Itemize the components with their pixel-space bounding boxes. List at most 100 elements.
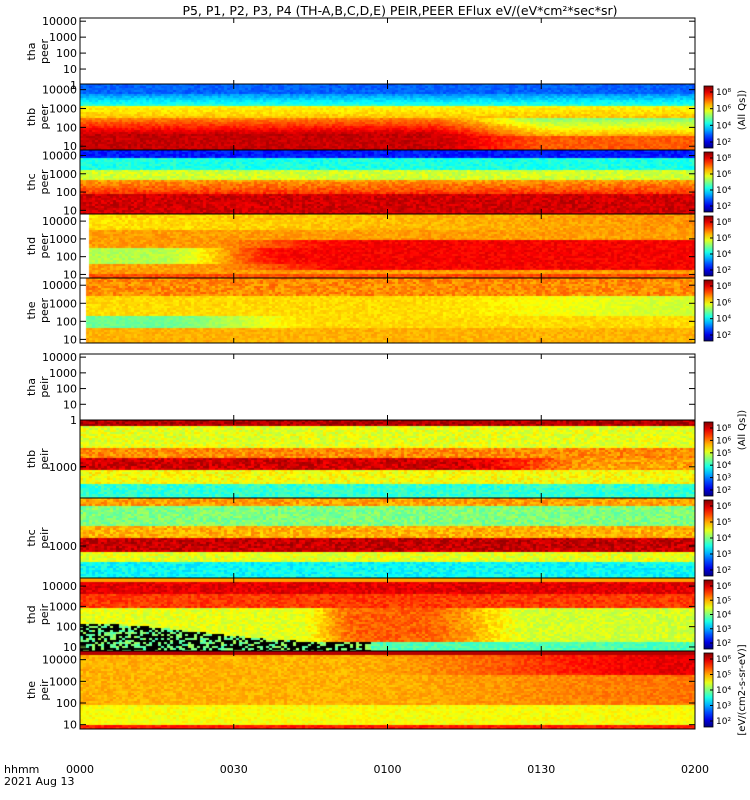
colorbar-tick-label: 10² — [716, 138, 731, 148]
colorbar — [703, 151, 714, 213]
y-tick-label: 100 — [56, 186, 77, 199]
panel-ylabel: peer — [38, 233, 51, 259]
y-tick-label: 10 — [63, 641, 77, 654]
colorbar-tick-label: 10⁴ — [716, 611, 731, 621]
colorbar-tick-label: 10⁶ — [716, 502, 731, 512]
panel-ylabel: thd — [25, 605, 38, 623]
colorbar-tick-label: 10⁴ — [716, 461, 731, 471]
colorbar — [703, 279, 714, 342]
panel-frame — [79, 17, 696, 86]
panel-thb-peer: 10 100 1000 10000 thb peer 10⁸ 10⁶ 10⁴ 10² — [25, 83, 731, 153]
colorbar-tick-label: 10⁶ — [716, 105, 731, 115]
colorbar-tick-label: 10³ — [716, 474, 731, 484]
y-tick-label: 1 — [70, 79, 77, 92]
panel-ylabel: tha — [25, 378, 38, 396]
colorbar-tick-label: 10³ — [716, 625, 731, 635]
panel-thc-peer: 10 100 1000 10000 thc peer 10⁸ 10⁶ 10⁴ 10² — [25, 149, 731, 217]
panel-ylabel: peir — [38, 679, 51, 701]
colorbar-unit-label: [eV/(cm2-s-sr-eV)] — [737, 644, 748, 735]
panel-ylabel: thc — [25, 173, 38, 190]
colorbar-tick-label: 10⁴ — [716, 186, 731, 196]
panel-ylabel: peer — [38, 169, 51, 195]
y-tick-label: 100 — [56, 121, 77, 134]
colorbar — [703, 215, 714, 277]
colorbar-tick-label: 10⁶ — [716, 298, 731, 308]
colorbar-tick-label: 10⁵ — [716, 671, 731, 681]
spectrogram-image — [80, 150, 695, 214]
panel-the-peer: 10 100 1000 10000 the peer 10⁸ 10⁶ 10⁴ 10² — [25, 277, 731, 346]
colorbar-tick-label: 10⁸ — [716, 154, 731, 164]
y-tick-label: 10000 — [42, 15, 77, 28]
y-tick-label: 1000 — [49, 675, 77, 688]
colorbar-unit-label: (All Qs]) — [737, 410, 748, 450]
y-tick-label: 10 — [63, 63, 77, 76]
y-tick-label: 1000 — [49, 367, 77, 380]
panel-ylabel: peir — [38, 527, 51, 549]
colorbar-tick-label: 10⁸ — [716, 88, 731, 98]
y-tick-label: 1000 — [49, 461, 77, 474]
y-tick-label: 1000 — [49, 31, 77, 44]
y-tick-label: 10000 — [42, 351, 77, 364]
colorbar-tick-label: 10² — [716, 486, 731, 496]
panel-frame — [79, 353, 696, 421]
colorbar-tick-label: 10⁴ — [716, 121, 731, 131]
colorbar-tick-label: 10² — [716, 331, 731, 341]
spectrogram-image — [80, 498, 695, 578]
y-tick-label: 10000 — [42, 84, 77, 97]
time-tick-label: 0130 — [527, 763, 555, 776]
colorbar-tick-label: 10² — [716, 202, 731, 212]
panel-ylabel: peir — [38, 448, 51, 470]
spectrogram-image — [80, 578, 695, 651]
y-tick-label: 10 — [63, 333, 77, 346]
y-tick-label: 100 — [56, 383, 77, 396]
colorbar-tick-label: 10⁴ — [716, 250, 731, 260]
y-tick-label: 10000 — [42, 149, 77, 162]
y-tick-label: 10 — [63, 140, 77, 153]
time-axis-label-hhmm: hhmm — [4, 763, 39, 776]
time-tick-label: 0000 — [66, 763, 94, 776]
colorbar-tick-label: 10⁵ — [716, 596, 731, 606]
colorbar-tick-label: 10⁶ — [716, 436, 731, 446]
panel-ylabel: peir — [38, 376, 51, 398]
y-tick-label: 100 — [56, 251, 77, 264]
colorbar-tick-label: 10⁴ — [716, 534, 731, 544]
time-tick-label: 0200 — [681, 763, 709, 776]
y-tick-label: 100 — [56, 697, 77, 710]
panel-tha-peir: 1 10 100 1000 10000 tha peir — [25, 351, 696, 427]
panel-thc-peir: 1000 thc peir 10⁶ 10⁵ 10⁴ 10³ 10² — [25, 497, 731, 579]
y-tick-label: 1000 — [49, 103, 77, 116]
colorbar-tick-label: 10⁸ — [716, 218, 731, 228]
y-tick-label: 10 — [63, 398, 77, 411]
time-axis-label-date: 2021 Aug 13 — [4, 775, 74, 788]
colorbar-tick-label: 10⁵ — [716, 449, 731, 459]
y-tick-label: 100 — [56, 315, 77, 328]
panel-ylabel: the — [25, 301, 38, 319]
panel-ylabel: tha — [25, 42, 38, 60]
spectrogram-image — [80, 651, 695, 729]
y-tick-label: 1000 — [49, 600, 77, 613]
y-tick-label: 100 — [56, 621, 77, 634]
y-tick-label: 1000 — [49, 297, 77, 310]
colorbar-tick-label: 10² — [716, 266, 731, 276]
colorbar-tick-label: 10⁶ — [716, 655, 731, 665]
colorbar-tick-label: 10³ — [716, 702, 731, 712]
panel-ylabel: thd — [25, 237, 38, 255]
spectrogram-image — [80, 84, 695, 150]
panel-ylabel: the — [25, 681, 38, 699]
panel-ylabel: peer — [38, 104, 51, 130]
colorbar-tick-label: 10² — [716, 566, 731, 576]
panel-thb-peir: 1000 thb peir 10⁸ 10⁶ 10⁵ 10⁴ 10³ 10² — [25, 419, 731, 499]
colorbar — [703, 85, 714, 149]
y-tick-label: 10 — [63, 268, 77, 281]
panel-thd-peir: 10 100 1000 10000 thd peir 10⁶ 10⁵ 10⁴ 10³ 10² — [25, 577, 731, 654]
colorbar-tick-label: 10³ — [716, 550, 731, 560]
colorbar-tick-label: 10⁸ — [716, 282, 731, 292]
colorbar-tick-label: 10⁶ — [716, 582, 731, 592]
y-tick-label: 10000 — [42, 279, 77, 292]
panel-ylabel: peer — [38, 298, 51, 324]
y-tick-label: 10 — [63, 204, 77, 217]
panel-ylabel: thb — [25, 450, 38, 468]
colorbar — [703, 421, 714, 497]
time-tick-label: 0100 — [374, 763, 402, 776]
